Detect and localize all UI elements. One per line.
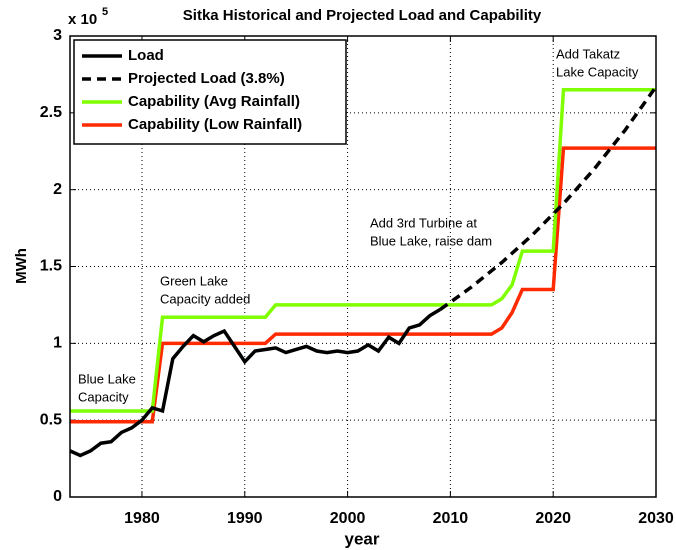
annotation: Green Lake bbox=[160, 273, 228, 288]
x-tick-label: 2000 bbox=[330, 510, 366, 527]
y-tick-label: 2 bbox=[53, 181, 62, 198]
legend-label: Capability (Low Rainfall) bbox=[128, 116, 302, 133]
annotation: Blue Lake bbox=[78, 371, 136, 386]
legend-label: Load bbox=[128, 47, 164, 64]
y-tick-label: 3 bbox=[53, 27, 62, 44]
legend-label: Capability (Avg Rainfall) bbox=[128, 93, 300, 110]
y-multiplier-exp: 5 bbox=[102, 6, 108, 18]
x-tick-label: 2020 bbox=[535, 510, 571, 527]
y-tick-label: 0.5 bbox=[40, 411, 62, 428]
chart-title: Sitka Historical and Projected Load and … bbox=[183, 7, 542, 24]
x-tick-label: 1980 bbox=[124, 510, 160, 527]
plot-frame bbox=[69, 35, 657, 498]
x-tick-label: 2030 bbox=[638, 510, 674, 527]
annotation: Lake Capacity bbox=[556, 64, 639, 79]
y-tick-label: 2.5 bbox=[40, 104, 62, 121]
y-multiplier: x 10 bbox=[68, 11, 97, 28]
x-axis-label: year bbox=[345, 529, 380, 548]
data-line bbox=[70, 88, 656, 413]
annotation: Blue Lake, raise dam bbox=[370, 233, 492, 248]
annotation: Capacity bbox=[78, 389, 129, 404]
y-tick-label: 1 bbox=[53, 335, 62, 352]
data-line bbox=[69, 308, 442, 458]
annotation: Capacity added bbox=[160, 291, 250, 306]
data-line bbox=[70, 146, 656, 424]
y-axis-label: MWh bbox=[13, 248, 30, 284]
y-tick-label: 1.5 bbox=[40, 258, 62, 275]
legend-label: Projected Load (3.8%) bbox=[128, 70, 285, 87]
x-tick-label: 2010 bbox=[433, 510, 469, 527]
annotation: Add 3rd Turbine at bbox=[370, 215, 477, 230]
x-tick-label: 1990 bbox=[227, 510, 263, 527]
data-line bbox=[439, 85, 658, 311]
annotation: Add Takatz bbox=[556, 46, 620, 61]
y-tick-label: 0 bbox=[53, 488, 62, 505]
